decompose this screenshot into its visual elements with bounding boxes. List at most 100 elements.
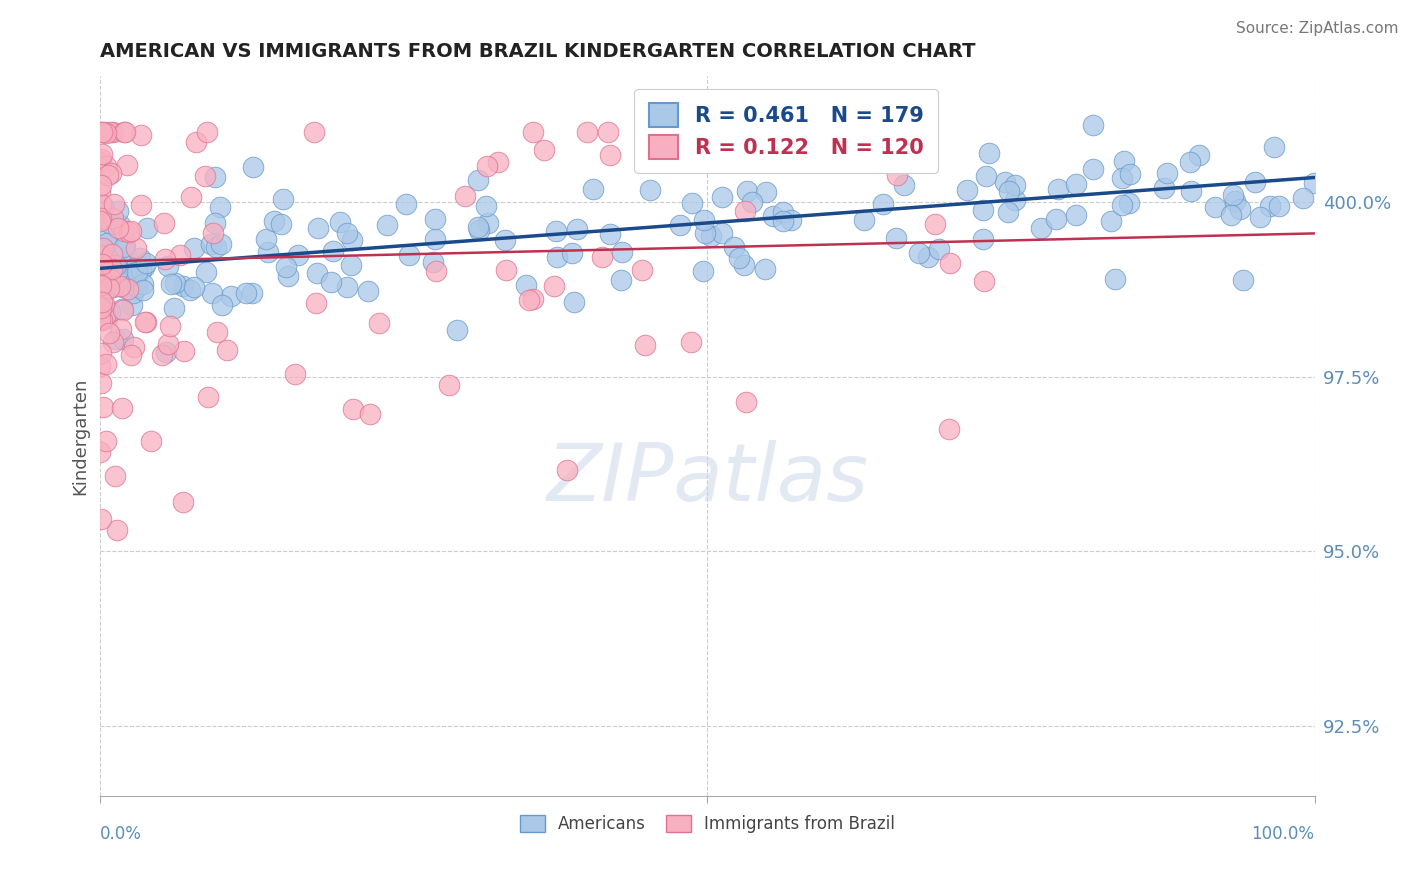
Text: 0.0%: 0.0% bbox=[100, 824, 142, 843]
Point bbox=[1111, 171, 1133, 186]
Point bbox=[135, 255, 157, 269]
Point bbox=[669, 218, 692, 232]
Point bbox=[1219, 208, 1241, 222]
Point bbox=[1180, 184, 1202, 198]
Point bbox=[555, 462, 578, 476]
Point bbox=[89, 185, 111, 199]
Point bbox=[89, 248, 111, 262]
Point bbox=[204, 216, 226, 230]
Point bbox=[1112, 154, 1135, 169]
Point bbox=[240, 286, 263, 301]
Point bbox=[90, 211, 112, 225]
Point bbox=[723, 240, 745, 254]
Point bbox=[94, 434, 117, 448]
Point bbox=[754, 261, 776, 276]
Point bbox=[974, 169, 997, 184]
Point bbox=[1292, 191, 1315, 205]
Point bbox=[101, 125, 124, 139]
Text: AMERICAN VS IMMIGRANTS FROM BRAZIL KINDERGARTEN CORRELATION CHART: AMERICAN VS IMMIGRANTS FROM BRAZIL KINDE… bbox=[100, 42, 976, 61]
Point bbox=[107, 221, 129, 235]
Point bbox=[104, 469, 127, 483]
Point bbox=[638, 183, 661, 197]
Point bbox=[183, 279, 205, 293]
Point bbox=[710, 190, 733, 204]
Point bbox=[977, 146, 1000, 161]
Point bbox=[93, 284, 115, 298]
Point bbox=[515, 277, 537, 292]
Point bbox=[94, 126, 117, 140]
Point bbox=[98, 125, 121, 139]
Point bbox=[398, 248, 420, 262]
Point bbox=[1204, 201, 1226, 215]
Point bbox=[160, 277, 183, 291]
Point bbox=[1222, 187, 1244, 202]
Point bbox=[90, 125, 112, 139]
Point bbox=[437, 377, 460, 392]
Point bbox=[582, 182, 605, 196]
Point bbox=[1111, 198, 1133, 212]
Point bbox=[89, 213, 111, 227]
Point bbox=[263, 214, 285, 228]
Point bbox=[112, 240, 135, 254]
Point bbox=[1263, 140, 1285, 154]
Point bbox=[200, 236, 222, 251]
Point bbox=[90, 152, 112, 166]
Point bbox=[561, 246, 583, 260]
Point bbox=[1302, 176, 1324, 190]
Point bbox=[336, 280, 359, 294]
Point bbox=[111, 303, 134, 318]
Point bbox=[195, 125, 218, 139]
Point bbox=[101, 211, 124, 226]
Point bbox=[90, 376, 112, 390]
Point bbox=[125, 260, 148, 275]
Point bbox=[517, 293, 540, 307]
Point bbox=[737, 184, 759, 198]
Point bbox=[93, 254, 115, 268]
Point bbox=[110, 322, 132, 336]
Point bbox=[97, 168, 120, 182]
Point bbox=[215, 343, 238, 357]
Point bbox=[90, 264, 112, 278]
Point bbox=[422, 255, 444, 269]
Point bbox=[928, 242, 950, 256]
Point bbox=[153, 252, 176, 266]
Point bbox=[938, 422, 960, 436]
Point bbox=[120, 348, 142, 362]
Point bbox=[135, 221, 157, 235]
Point bbox=[90, 197, 112, 211]
Point bbox=[91, 199, 114, 213]
Point bbox=[772, 213, 794, 227]
Point bbox=[91, 243, 114, 257]
Point bbox=[129, 252, 152, 266]
Point bbox=[172, 494, 194, 508]
Point bbox=[180, 190, 202, 204]
Point bbox=[122, 267, 145, 281]
Point bbox=[98, 272, 121, 286]
Point bbox=[89, 311, 111, 326]
Point bbox=[173, 344, 195, 359]
Point bbox=[1045, 212, 1067, 227]
Point bbox=[972, 202, 994, 217]
Point bbox=[305, 295, 328, 310]
Point bbox=[886, 168, 908, 182]
Point bbox=[135, 315, 157, 329]
Point bbox=[183, 241, 205, 255]
Point bbox=[287, 248, 309, 262]
Point bbox=[1064, 208, 1087, 222]
Point bbox=[172, 279, 194, 293]
Point bbox=[201, 227, 224, 241]
Point bbox=[100, 261, 122, 276]
Point bbox=[194, 169, 217, 183]
Point bbox=[97, 253, 120, 268]
Point bbox=[599, 227, 621, 242]
Point bbox=[132, 277, 155, 291]
Point bbox=[273, 192, 295, 206]
Point bbox=[741, 194, 763, 209]
Point bbox=[359, 407, 381, 421]
Point bbox=[197, 390, 219, 404]
Point bbox=[91, 280, 114, 294]
Point bbox=[893, 178, 915, 193]
Point bbox=[1004, 178, 1026, 192]
Point bbox=[274, 260, 297, 274]
Point bbox=[917, 250, 939, 264]
